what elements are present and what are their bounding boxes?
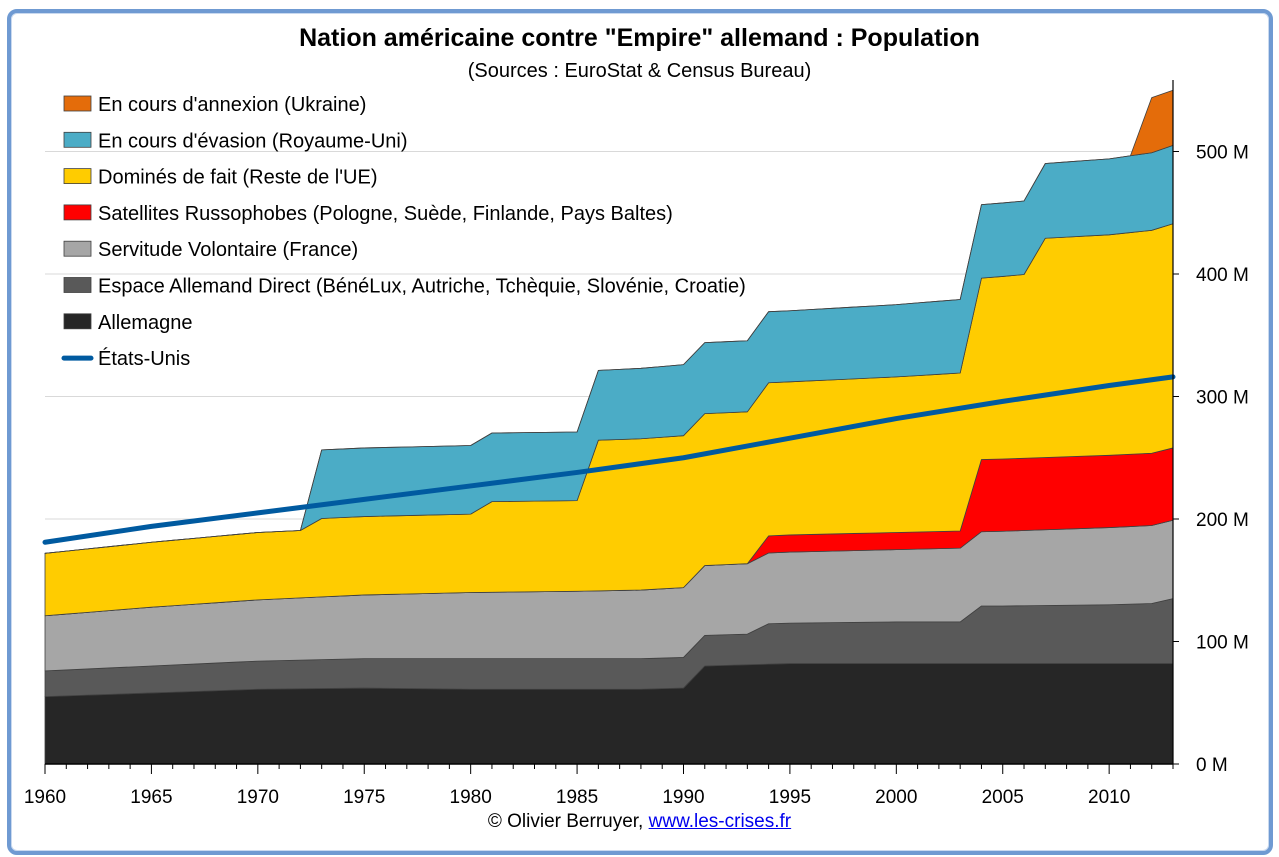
legend-entry-1: En cours d'évasion (Royaume-Uni): [63, 130, 408, 152]
legend-swatch: [63, 131, 92, 148]
x-tick-label-2005: 2005: [982, 787, 1024, 808]
x-tick-label-1985: 1985: [556, 787, 598, 808]
legend-entry-6: Allemagne: [63, 312, 193, 334]
legend-swatch: [63, 204, 92, 221]
legend: En cours d'annexion (Ukraine) En cours d'…: [61, 94, 746, 370]
chart-title: Nation américaine contre "Empire" allema…: [299, 24, 980, 52]
x-tick-label-1995: 1995: [769, 787, 811, 808]
legend-entry-0: En cours d'annexion (Ukraine): [63, 94, 366, 116]
legend-label: En cours d'évasion (Royaume-Uni): [98, 130, 408, 152]
x-tick-label-1960: 1960: [24, 787, 66, 808]
legend-label: Dominés de fait (Reste de l'UE): [98, 167, 377, 189]
legend-entry-7: États-Unis: [61, 347, 190, 370]
x-tick-label-1990: 1990: [662, 787, 704, 808]
legend-label: Allemagne: [98, 312, 193, 334]
y-tick-label-0: 0 M: [1196, 755, 1228, 776]
y-tick-label-200: 200 M: [1196, 510, 1249, 531]
legend-entry-4: Servitude Volontaire (France): [63, 239, 358, 261]
legend-entry-2: Dominés de fait (Reste de l'UE): [63, 167, 377, 189]
x-tick-label-1980: 1980: [450, 787, 492, 808]
credit-link[interactable]: www.les-crises.fr: [648, 811, 792, 832]
legend-label: En cours d'annexion (Ukraine): [98, 94, 366, 116]
legend-swatch: [63, 95, 92, 112]
y-axis-ticks: 0 M 100 M 200 M 300 M 400 M 500 M: [1173, 143, 1249, 776]
line-series: [42, 374, 1176, 545]
stacked-areas: [44, 89, 1174, 765]
chart-subtitle: (Sources : EuroStat & Census Bureau): [467, 60, 812, 82]
x-tick-label-2010: 2010: [1088, 787, 1130, 808]
legend-swatch: [63, 168, 92, 185]
legend-swatch: [63, 277, 92, 293]
x-tick-label-1965: 1965: [130, 787, 172, 808]
y-tick-label-500: 500 M: [1196, 143, 1249, 164]
credit-author: © Olivier Berruyer,: [487, 811, 649, 832]
legend-label: Servitude Volontaire (France): [98, 239, 358, 261]
credit: © Olivier Berruyer, www.les-crises.fr: [0, 811, 1279, 833]
legend-entry-3: Satellites Russophobes (Pologne, Suède, …: [63, 203, 673, 225]
y-tick-label-300: 300 M: [1196, 388, 1249, 409]
axes: [45, 80, 1174, 765]
y-tick-label-400: 400 M: [1196, 265, 1249, 286]
x-tick-label-2000: 2000: [875, 787, 917, 808]
y-tick-label-100: 100 M: [1196, 633, 1249, 654]
x-axis-ticks: 1960 1965 1970 1975 1980 1985 1990 1995 2000 2005…: [24, 764, 1174, 808]
legend-entry-5: Espace Allemand Direct (BénéLux, Autrich…: [63, 276, 746, 298]
x-tick-label-1970: 1970: [237, 787, 279, 808]
legend-label: Satellites Russophobes (Pologne, Suède, …: [98, 203, 673, 225]
line-series-0: [42, 374, 1176, 545]
legend-label: Espace Allemand Direct (BénéLux, Autrich…: [98, 276, 746, 298]
x-tick-label-1975: 1975: [343, 787, 385, 808]
legend-swatch: [63, 313, 92, 330]
legend-label: États-Unis: [98, 347, 190, 370]
legend-swatch: [63, 240, 92, 257]
